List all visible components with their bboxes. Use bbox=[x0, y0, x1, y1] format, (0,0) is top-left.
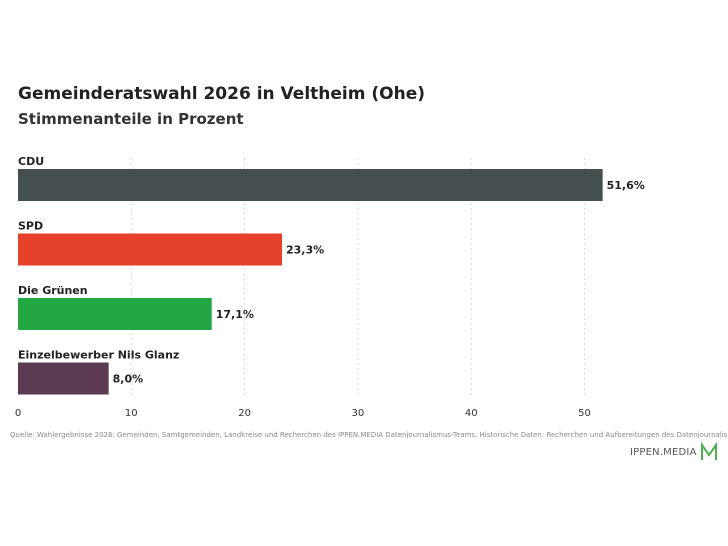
bar bbox=[18, 233, 282, 266]
brand-name: IPPEN.MEDIA bbox=[630, 446, 697, 458]
bar bbox=[18, 362, 109, 395]
source-note: Quelle: Wahlergebnisse 2026: Gemeinden, … bbox=[10, 431, 728, 439]
chart-title: Gemeinderatswahl 2026 in Veltheim (Ohe) bbox=[18, 84, 425, 104]
category-label: Die Grünen bbox=[18, 284, 88, 297]
bar bbox=[18, 169, 603, 201]
value-label: 51,6% bbox=[607, 179, 645, 192]
x-tick-label: 20 bbox=[238, 408, 251, 419]
category-label: Einzelbewerber Nils Glanz bbox=[18, 349, 179, 362]
value-label: 23,3% bbox=[286, 244, 324, 257]
x-tick-label: 10 bbox=[125, 408, 138, 419]
category-label: SPD bbox=[18, 220, 43, 233]
x-tick-label: 50 bbox=[578, 408, 591, 419]
bar bbox=[18, 298, 212, 330]
value-label: 8,0% bbox=[113, 373, 144, 386]
category-label: CDU bbox=[18, 155, 44, 168]
brand-logo: IPPEN.MEDIA bbox=[630, 442, 718, 462]
bar-chart: CDU 51,6% SPD 23,3% Die Grünen 17,1% Einzelbew… bbox=[15, 155, 645, 419]
chart-subtitle: Stimmenanteile in Prozent bbox=[18, 110, 244, 128]
ippen-media-m-logo-icon bbox=[700, 442, 717, 460]
x-tick-label: 40 bbox=[465, 408, 478, 419]
value-label: 17,1% bbox=[216, 308, 254, 321]
x-tick-label: 30 bbox=[352, 408, 365, 419]
x-tick-label: 0 bbox=[15, 408, 21, 419]
